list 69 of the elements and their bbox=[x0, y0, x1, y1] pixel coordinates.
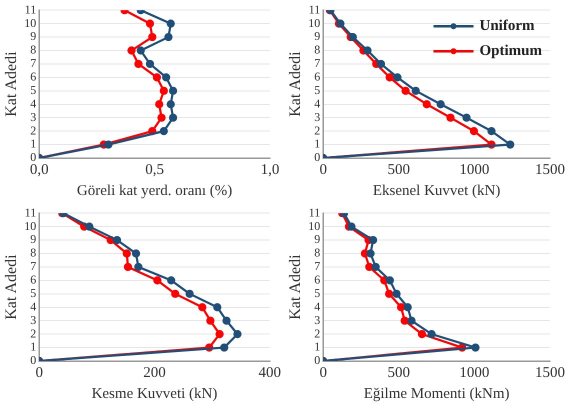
y-tick-label: 6 bbox=[30, 70, 36, 84]
y-tick-label: 4 bbox=[30, 299, 36, 314]
x-axis-title: Kesme Kuvveti (kN) bbox=[92, 386, 218, 402]
y-tick-label: 9 bbox=[30, 29, 36, 44]
y-tick-label: 7 bbox=[314, 259, 320, 274]
y-tick-label: 4 bbox=[314, 299, 320, 314]
y-axis-title: Kat Adedi bbox=[2, 254, 20, 320]
x-tick-label: 200 bbox=[143, 364, 166, 381]
y-tick-label: 4 bbox=[30, 96, 36, 110]
y-tick-label: 5 bbox=[30, 82, 36, 97]
y-tick-label: 11 bbox=[24, 205, 36, 220]
y-tick-label: 8 bbox=[314, 42, 320, 57]
y-tick-label: 3 bbox=[30, 312, 36, 327]
y-tick-label: 6 bbox=[314, 272, 320, 287]
y-tick-label: 2 bbox=[30, 326, 36, 340]
y-tick-label: 11 bbox=[308, 2, 320, 16]
y-tick-label: 10 bbox=[24, 218, 36, 233]
x-tick-label: 1000 bbox=[459, 364, 490, 381]
y-tick-label: 10 bbox=[308, 218, 320, 233]
y-axis-title: Kat Adedi bbox=[286, 50, 304, 117]
y-tick-label: 2 bbox=[314, 123, 320, 138]
x-tick-label: 1500 bbox=[535, 364, 565, 381]
y-tick-label: 1 bbox=[30, 136, 36, 151]
y-tick-label: 1 bbox=[314, 340, 320, 354]
y-tick-label: 11 bbox=[24, 2, 36, 16]
y-tick-label: 4 bbox=[314, 96, 320, 110]
y-tick-label: 0 bbox=[314, 150, 320, 164]
y-tick-label: 9 bbox=[30, 232, 36, 246]
y-axis-title: Kat Adedi bbox=[2, 50, 20, 117]
legend-label: Uniform bbox=[479, 18, 535, 34]
y-tick-label: 9 bbox=[314, 232, 320, 246]
y-tick-label: 5 bbox=[314, 82, 320, 97]
y-tick-label: 11 bbox=[308, 205, 320, 220]
y-tick-label: 7 bbox=[30, 56, 36, 70]
y-tick-label: 8 bbox=[314, 246, 320, 260]
y-tick-label: 5 bbox=[314, 286, 320, 300]
y-tick-label: 8 bbox=[30, 42, 36, 57]
y-tick-label: 2 bbox=[314, 326, 320, 340]
x-tick-label: 500 bbox=[388, 162, 410, 178]
y-tick-label: 3 bbox=[314, 312, 320, 327]
x-tick-label: 0,0 bbox=[30, 162, 49, 178]
y-tick-label: 6 bbox=[30, 272, 36, 287]
x-axis-title: Göreli kat yerd. oranı (%) bbox=[76, 182, 232, 199]
y-tick-label: 1 bbox=[314, 136, 320, 151]
y-tick-label: 6 bbox=[314, 70, 320, 84]
y-tick-label: 0 bbox=[30, 150, 36, 164]
y-tick-label: 7 bbox=[314, 56, 320, 70]
y-tick-label: 3 bbox=[30, 110, 36, 124]
x-tick-label: 1,0 bbox=[260, 162, 280, 178]
x-tick-label: 0,5 bbox=[145, 162, 164, 178]
y-axis-title: Kat Adedi bbox=[286, 254, 304, 320]
y-tick-label: 9 bbox=[314, 29, 320, 44]
y-tick-label: 3 bbox=[314, 110, 320, 124]
y-tick-label: 7 bbox=[30, 259, 36, 274]
x-tick-label: 1000 bbox=[459, 162, 490, 178]
y-tick-label: 1 bbox=[30, 340, 36, 354]
y-tick-label: 8 bbox=[30, 246, 36, 260]
x-tick-label: 500 bbox=[388, 364, 410, 381]
legend-label: Optimum bbox=[479, 43, 543, 60]
x-tick-label: 1500 bbox=[535, 162, 565, 178]
x-axis-title: Eğilme Momenti (kNm) bbox=[364, 386, 510, 402]
y-tick-label: 10 bbox=[308, 16, 320, 30]
y-tick-label: 0 bbox=[314, 353, 320, 368]
x-tick-label: 400 bbox=[258, 364, 281, 381]
y-tick-label: 5 bbox=[30, 286, 36, 300]
y-tick-label: 10 bbox=[24, 16, 36, 30]
x-axis-title: Eksenel Kuvvet (kN) bbox=[372, 182, 500, 199]
y-tick-label: 0 bbox=[30, 353, 36, 368]
y-tick-label: 2 bbox=[30, 123, 36, 138]
